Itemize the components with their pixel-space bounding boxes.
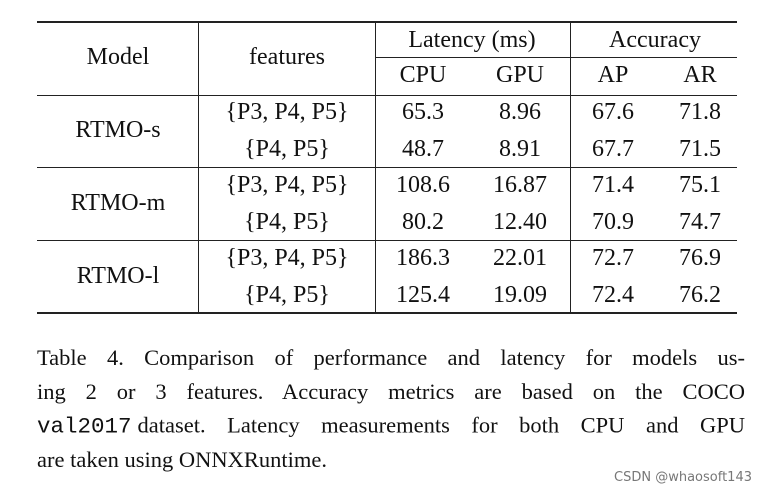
features-cell: {P3, P4, P5} (225, 172, 349, 198)
features-cell: {P4, P5} (244, 281, 330, 308)
code: val2017 (37, 413, 132, 440)
value-cell: 75.1 (679, 172, 721, 198)
value-cell: 12.40 (493, 208, 547, 235)
header-cell: features (249, 44, 325, 70)
value-cell: 65.3 (402, 99, 444, 125)
caption-text: dataset. Latency measurements for both C… (137, 412, 745, 438)
value-cell: 67.6 (592, 99, 634, 125)
value-cell: 76.9 (679, 245, 721, 271)
header-cell: Latency (ms) (408, 27, 536, 53)
top-rule (37, 21, 737, 23)
header-cell: GPU (495, 62, 545, 88)
value-cell: 16.87 (493, 172, 547, 198)
value-cell: 186.3 (396, 245, 450, 271)
features-cell: {P3, P4, P5} (225, 245, 349, 271)
header-rule (37, 95, 737, 96)
row-rule (37, 167, 737, 168)
column-rule (198, 22, 199, 313)
value-cell: 74.7 (679, 208, 721, 235)
value-cell: 19.09 (493, 281, 547, 308)
value-cell: 67.7 (592, 135, 634, 162)
features-cell: {P4, P5} (244, 208, 330, 235)
value-cell: 48.7 (402, 135, 444, 162)
caption-line: are taken using ONNXRuntime. (37, 447, 327, 472)
value-cell: 8.96 (499, 99, 541, 125)
bottom-rule (37, 312, 737, 314)
value-cell: 108.6 (396, 172, 450, 198)
value-cell: 70.9 (592, 208, 634, 235)
column-rule (375, 22, 376, 313)
value-cell: 72.4 (592, 281, 634, 308)
group-rule (375, 57, 737, 58)
value-cell: 8.91 (499, 135, 541, 162)
model-cell: RTMO-l (76, 263, 160, 289)
value-cell: 76.2 (679, 281, 721, 308)
value-cell: 125.4 (396, 281, 450, 308)
value-cell: 71.5 (679, 135, 721, 162)
value-cell: 22.01 (493, 245, 547, 271)
header-cell: CPU (399, 62, 447, 88)
value-cell: 80.2 (402, 208, 444, 235)
watermark: CSDN @whaosoft143 (614, 470, 752, 485)
row-rule (37, 240, 737, 241)
features-cell: {P3, P4, P5} (225, 99, 349, 125)
header-cell: AR (683, 62, 717, 88)
value-cell: 72.7 (592, 245, 634, 271)
header-cell: Model (86, 44, 150, 70)
model-cell: RTMO-m (70, 190, 166, 216)
caption-line: val2017 dataset. Latency measurements for… (37, 411, 745, 442)
features-cell: {P4, P5} (244, 135, 330, 162)
header-cell: Accuracy (609, 27, 701, 53)
value-cell: 71.8 (679, 99, 721, 125)
caption-line: ing 2 or 3 features. Accuracy metrics ar… (37, 379, 745, 404)
caption-line: Table 4. Comparison of performance and l… (37, 345, 745, 370)
value-cell: 71.4 (592, 172, 634, 198)
header-cell: AP (597, 62, 629, 88)
model-cell: RTMO-s (75, 117, 161, 143)
column-rule (570, 22, 571, 313)
